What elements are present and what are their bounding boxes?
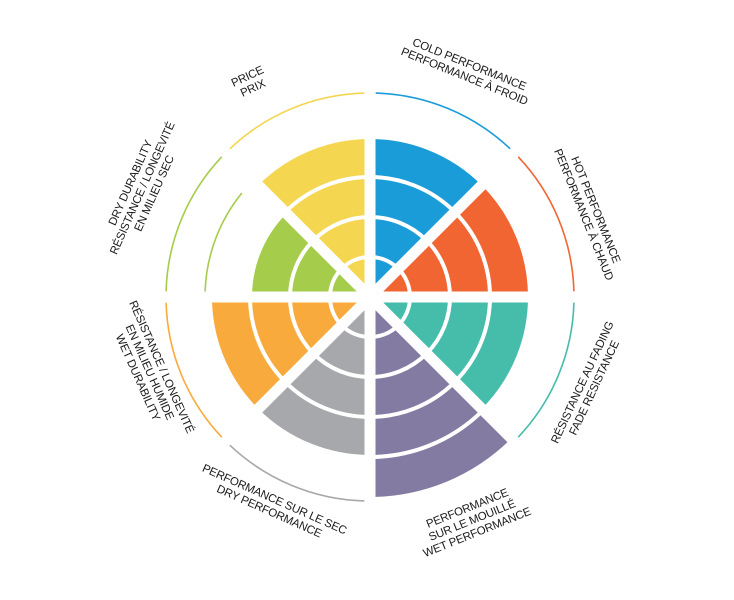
wedge-hot xyxy=(370,183,530,297)
outer-arc-hot xyxy=(517,156,575,292)
label-line: RÉSISTANCE / LONGEVITÉ xyxy=(107,119,178,256)
sector-divider xyxy=(214,141,526,453)
wedge-fade xyxy=(370,297,530,411)
outer-arc-wet-durability xyxy=(165,302,223,438)
outer-arc-price xyxy=(229,92,365,150)
wedge-dry-performance xyxy=(256,297,370,457)
outer-arc-fade xyxy=(517,302,575,438)
inner-arc-dry-durability xyxy=(204,192,243,293)
outer-arc-dry-performance xyxy=(229,444,365,502)
outer-arc-cold xyxy=(375,92,511,150)
wedge-cold xyxy=(370,137,484,297)
wedge-wet-performance xyxy=(370,297,512,497)
wedge-price xyxy=(256,137,370,297)
outer-arc-dry-durability xyxy=(165,156,223,292)
label-line: PERFORMANCE SUR LE SEC xyxy=(200,463,348,538)
wedge-wet-durability xyxy=(210,297,370,411)
wedge-dry-durability xyxy=(250,212,370,297)
